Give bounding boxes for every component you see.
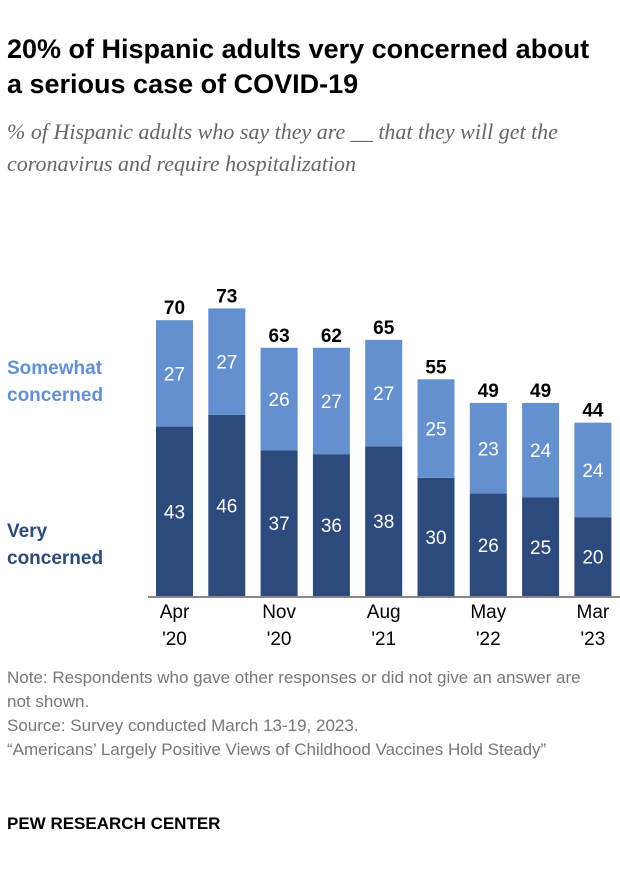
x-tick-label-month: May: [470, 602, 506, 623]
bar-somewhat-concerned: [417, 379, 455, 478]
notes: Note: Respondents who gave other respons…: [7, 666, 607, 762]
bar-very-concerned: [522, 497, 560, 596]
x-tick-label-year: '20: [267, 629, 292, 650]
legend-somewhat-concerned: Somewhat concerned: [7, 358, 104, 406]
bar-value-label: 27: [216, 353, 237, 374]
source-text: Source: Survey conducted March 13-19, 20…: [7, 716, 359, 735]
bar-somewhat-concerned: [365, 339, 403, 447]
bar-value-label: 27: [321, 392, 342, 413]
x-tick-label-month: Nov: [262, 602, 296, 623]
x-tick-label-month: Apr: [160, 602, 190, 623]
bar-very-concerned: [260, 450, 298, 596]
bar-value-label: 38: [373, 512, 394, 533]
bar-value-label: 26: [478, 536, 499, 557]
bar-very-concerned: [208, 414, 246, 596]
bar-total-label: 49: [530, 381, 551, 402]
bar-value-label: 43: [164, 502, 185, 523]
bar-very-concerned: [469, 493, 507, 596]
bar-somewhat-concerned: [156, 320, 193, 427]
bar-total-label: 49: [478, 381, 499, 402]
bar-very-concerned: [417, 477, 455, 596]
bar-total-label: 55: [425, 357, 447, 378]
bar-value-label: 27: [373, 384, 394, 405]
bar-somewhat-concerned: [260, 347, 298, 451]
bar-total-label: 63: [269, 326, 290, 347]
bar-value-label: 25: [425, 420, 446, 441]
x-tick-label-month: Mar: [577, 602, 610, 623]
bar-very-concerned: [312, 454, 350, 596]
bar-value-label: 20: [582, 548, 603, 569]
bar-value-label: 25: [530, 538, 551, 559]
legend-very-concerned: Very concerned: [7, 521, 104, 569]
stacked-bar-chart: 43 27 70 Apr '20 46 27 73 37 26 63 Nov '20 36 27 62 38 27…: [148, 286, 620, 650]
bar-somewhat-concerned: [574, 422, 612, 518]
bar-somewhat-concerned: [522, 402, 560, 498]
x-tick-label-month: Aug: [367, 602, 401, 623]
bar-value-label: 24: [530, 441, 552, 462]
chart-title: 20% of Hispanic adults very concerned ab…: [7, 34, 590, 99]
bar-value-label: 23: [478, 439, 499, 460]
bar-value-label: 26: [269, 390, 290, 411]
bar-value-label: 46: [216, 496, 237, 517]
bar-somewhat-concerned: [208, 308, 246, 415]
bar-somewhat-concerned: [312, 347, 350, 455]
x-tick-label-year: '21: [371, 629, 396, 650]
x-tick-label-year: '23: [581, 629, 606, 650]
bar-total-label: 65: [373, 318, 395, 339]
report-title: “Americans’ Largely Positive Views of Ch…: [7, 740, 547, 759]
bar-very-concerned: [574, 517, 612, 596]
bar-very-concerned: [156, 426, 193, 596]
bar-value-label: 24: [582, 461, 604, 482]
note-text: Note: Respondents who gave other respons…: [7, 668, 581, 711]
pew-logo-text: PEW RESEARCH CENTER: [7, 814, 221, 833]
bar-very-concerned: [365, 446, 403, 596]
bar-value-label: 27: [164, 364, 185, 385]
bar-value-label: 36: [321, 516, 342, 537]
bar-value-label: 30: [425, 528, 446, 549]
x-tick-label-year: '22: [476, 629, 501, 650]
bar-total-label: 73: [216, 286, 237, 307]
bar-total-label: 62: [321, 326, 342, 347]
bar-total-label: 44: [582, 401, 604, 422]
chart-subtitle: % of Hispanic adults who say they are __…: [7, 119, 558, 176]
x-tick-label-year: '20: [162, 629, 187, 650]
bar-value-label: 37: [269, 514, 290, 535]
bar-total-label: 70: [164, 298, 185, 319]
bar-somewhat-concerned: [469, 402, 507, 494]
